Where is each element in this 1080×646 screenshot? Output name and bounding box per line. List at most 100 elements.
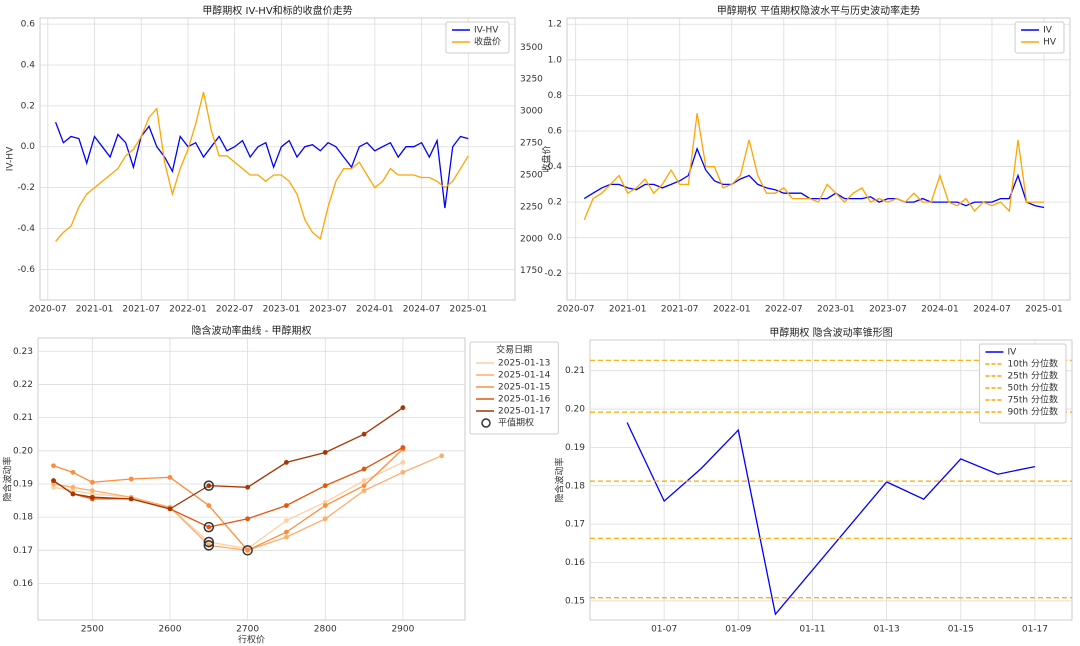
x-tick-label: 2022-01: [169, 305, 207, 315]
y2-tick-label: 2000: [520, 234, 543, 244]
y-tick-label: 0.22: [13, 380, 33, 390]
x-tick-label: 2600: [159, 625, 182, 635]
y-tick-label: 0.2: [548, 198, 562, 208]
legend-label: HV: [1043, 38, 1057, 48]
y-axis-label: 隐含波动率: [554, 457, 566, 502]
x-tick-label: 2020-07: [29, 305, 67, 315]
y2-tick-label: 3000: [520, 107, 543, 117]
y2-tick-label: 2750: [520, 139, 543, 149]
y-tick-label: -0.2: [17, 183, 35, 193]
y2-tick-label: 2500: [520, 170, 543, 180]
point: [89, 491, 95, 497]
x-tick-label: 2023-07: [869, 305, 907, 315]
point: [322, 516, 328, 522]
x-tick-label: 2023-01: [263, 305, 301, 315]
y-tick-label: 1.2: [548, 20, 562, 30]
x-tick-label: 2800: [314, 625, 337, 635]
y-tick-label: 0.17: [565, 520, 585, 530]
y-tick-label: 0.16: [565, 558, 585, 568]
chart-title: 甲醇期权 隐含波动率锥形图: [769, 326, 892, 339]
x-tick-label: 01-17: [1022, 625, 1048, 635]
point: [89, 479, 95, 485]
point: [322, 503, 328, 508]
plot-frame: [39, 17, 516, 301]
point: [361, 483, 367, 489]
point: [361, 466, 367, 472]
y-tick-label: 0.15: [565, 596, 585, 606]
point: [361, 478, 367, 484]
series-line: [54, 121, 469, 209]
x-tick-label: 2020-07: [557, 305, 595, 315]
point: [245, 516, 251, 522]
y-tick-label: -0.2: [544, 269, 562, 279]
point: [322, 450, 328, 455]
point: [70, 488, 76, 494]
point: [361, 431, 367, 437]
x-tick-label: 2500: [81, 625, 104, 635]
chart-title: 甲醇期权 IV-HV和标的收盘价走势: [202, 4, 352, 17]
legend-label: 25th 分位数: [1007, 370, 1058, 382]
point: [284, 503, 289, 508]
x-tick-label: 2022-07: [765, 305, 803, 315]
legend-label: IV: [1043, 26, 1053, 36]
legend-label: IV: [1007, 348, 1017, 358]
point: [361, 488, 367, 494]
y2-tick-label: 2250: [520, 202, 543, 212]
y-tick-label: 0.8: [548, 91, 563, 101]
legend-label: IV-HV: [474, 26, 499, 36]
x-tick-label: 2900: [391, 625, 414, 635]
point: [439, 453, 445, 459]
point: [128, 496, 134, 502]
legend-label: 2025-01-17: [498, 407, 550, 417]
x-tick-label: 2025-01: [1025, 305, 1063, 315]
series-line: [53, 455, 442, 551]
y2-tick-label: 3500: [520, 43, 543, 53]
point: [206, 524, 212, 530]
y-tick-label: -0.6: [17, 265, 35, 275]
x-tick-label: 2021-07: [661, 305, 699, 315]
y-tick-label: 0.16: [13, 579, 33, 589]
y-tick-label: 0.4: [548, 162, 563, 172]
x-tick-label: 01-13: [874, 625, 900, 635]
atm-point: [203, 536, 215, 548]
y-tick-label: 0.17: [13, 546, 33, 556]
legend: IV HV: [1014, 21, 1065, 54]
x-tick-label: 2025-01: [449, 305, 487, 315]
legend-label: 2025-01-16: [498, 395, 551, 405]
x-tick-label: 2023-01: [817, 305, 855, 315]
point: [400, 405, 406, 411]
plot-frame: [566, 17, 1071, 301]
x-tick-label: 2700: [236, 625, 259, 635]
y-tick-label: 0.6: [548, 126, 563, 136]
y-tick-label: 0.0: [548, 233, 563, 243]
series-line: [626, 422, 1036, 616]
legend-label: 2025-01-13: [498, 359, 550, 369]
legend-swatch: [481, 418, 491, 428]
y-tick-label: 0.6: [21, 20, 36, 30]
x-tick-label: 2022-07: [216, 305, 254, 315]
legend-label: 50th 分位数: [1007, 382, 1058, 394]
point: [400, 460, 406, 465]
y-tick-label: 0.21: [13, 413, 33, 423]
x-tick-label: 01-15: [948, 625, 974, 635]
legend-title: 交易日期: [496, 344, 532, 356]
y-tick-label: 0.19: [13, 479, 33, 489]
atm-point: [242, 545, 253, 556]
atm-point: [203, 540, 215, 551]
point: [70, 484, 76, 490]
y2-tick-label: 1750: [520, 266, 543, 276]
y-tick-label: -0.4: [17, 224, 35, 234]
point: [206, 483, 212, 489]
x-tick-label: 2024-07: [973, 305, 1011, 315]
point: [400, 445, 406, 450]
y-tick-label: 0.18: [13, 513, 33, 523]
legend-label: 2025-01-14: [498, 371, 551, 381]
legend-label: 10th 分位数: [1007, 358, 1058, 370]
point: [206, 503, 212, 508]
x-tick-label: 01-09: [725, 625, 751, 635]
y-tick-label: 1.0: [548, 55, 563, 65]
x-tick-label: 01-11: [799, 625, 825, 635]
legend-label: 收盘价: [474, 36, 501, 48]
